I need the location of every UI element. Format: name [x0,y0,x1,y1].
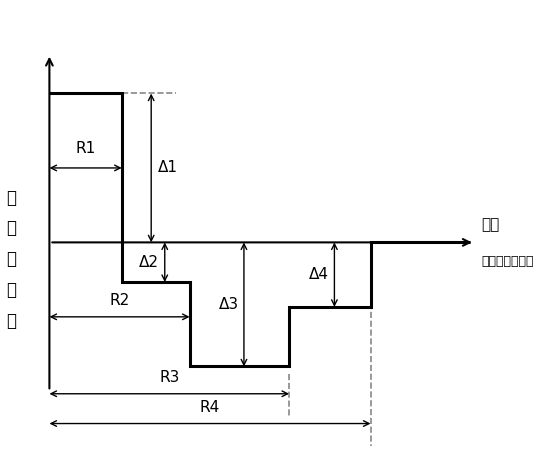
Text: R1: R1 [76,141,95,156]
Text: Δ3: Δ3 [219,297,238,312]
Text: 相: 相 [6,189,16,207]
Text: R4: R4 [200,399,220,415]
Text: 对: 对 [6,219,16,238]
Text: Δ4: Δ4 [309,267,329,282]
Text: 纯二氧化砥玻璃: 纯二氧化砥玻璃 [481,255,534,268]
Text: 半径: 半径 [481,217,500,233]
Text: Δ2: Δ2 [139,255,160,270]
Text: 率: 率 [6,312,16,330]
Text: Δ1: Δ1 [158,161,178,176]
Text: 射: 射 [6,281,16,299]
Text: 折: 折 [6,250,16,268]
Text: R3: R3 [159,370,179,385]
Text: R2: R2 [109,293,130,308]
